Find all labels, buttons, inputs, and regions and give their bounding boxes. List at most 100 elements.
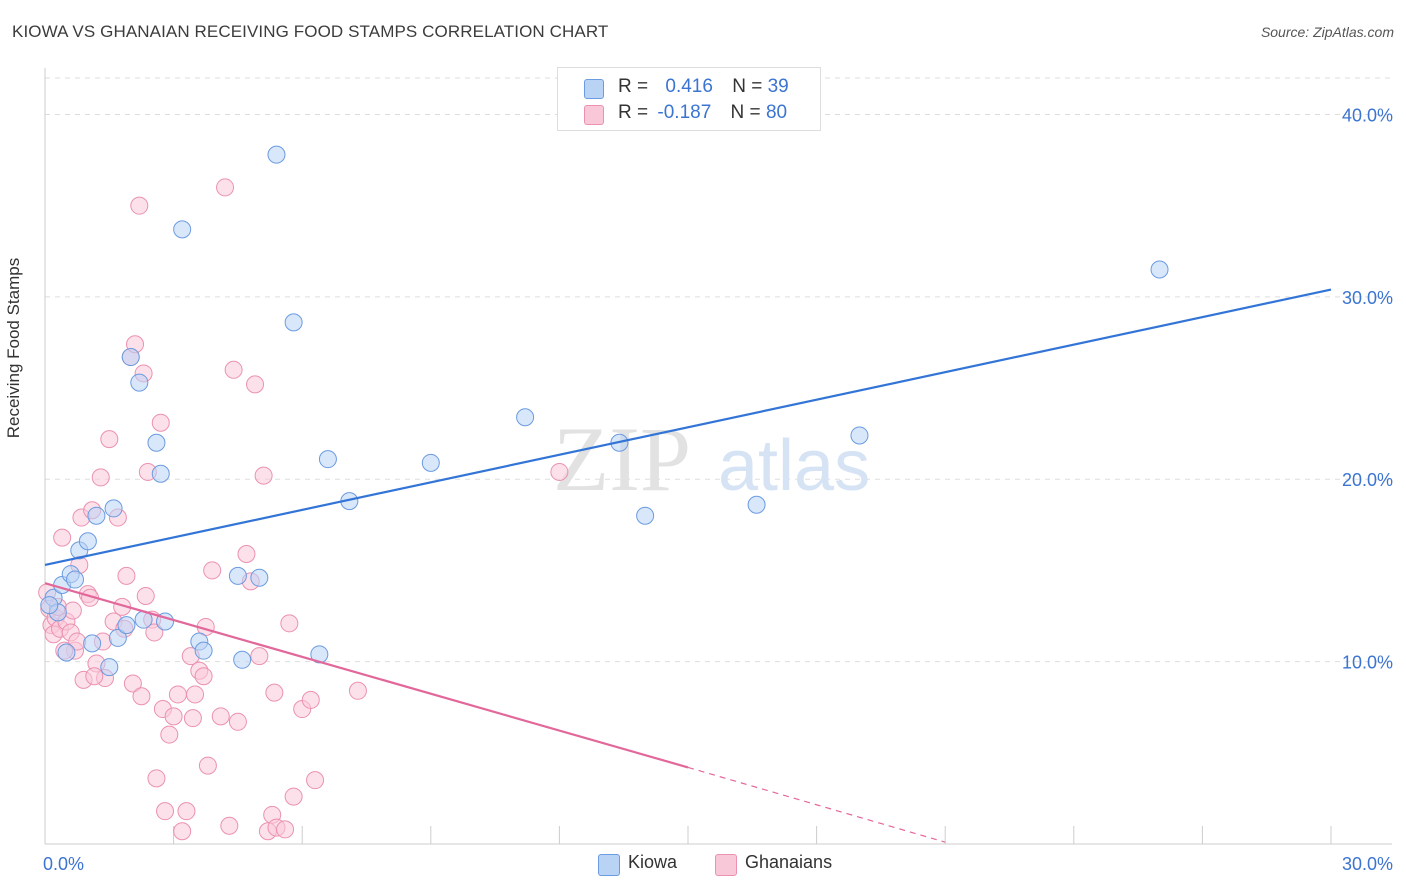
kiowa-point <box>233 650 252 669</box>
correlation-legend: R = 0.416 N = 39 R = -0.187 N = 80 <box>557 67 821 131</box>
kiowa-point <box>747 495 766 514</box>
kiowa-point <box>117 616 136 635</box>
kiowa-trendline <box>44 288 1332 567</box>
ghanaians-point <box>550 462 569 481</box>
watermark-atlas: atlas <box>718 426 870 506</box>
kiowa-point <box>147 433 166 452</box>
kiowa-point <box>421 453 440 472</box>
kiowa-legend-label: Kiowa <box>628 852 678 872</box>
kiowa-swatch <box>584 79 604 99</box>
kiowa-point <box>284 313 303 332</box>
chart-title: KIOWA VS GHANAIAN RECEIVING FOOD STAMPS … <box>12 22 609 41</box>
ghanaians-point <box>183 709 202 728</box>
ghanaians-swatch <box>584 105 604 125</box>
kiowa-point <box>83 634 102 653</box>
ghanaians-point <box>123 674 142 693</box>
y-tick-label: 20.0% <box>1342 470 1393 490</box>
ghanaians-r-label: R = <box>618 102 649 123</box>
ghanaians-point <box>151 413 170 432</box>
kiowa-point <box>318 450 337 469</box>
ghanaians-point <box>85 667 104 686</box>
kiowa-point <box>40 596 59 615</box>
ghanaians-legend-swatch <box>715 854 737 876</box>
source-label: Source: ZipAtlas.com <box>1260 24 1394 40</box>
ghanaians-legend-label: Ghanaians <box>745 852 833 872</box>
ghanaians-point <box>348 681 367 700</box>
ghanaians-point <box>211 707 230 726</box>
kiowa-point <box>130 373 149 392</box>
ghanaians-point <box>203 561 222 580</box>
ghanaians-trendline <box>44 582 689 769</box>
ghanaians-point <box>160 725 179 744</box>
ghanaians-point <box>145 623 164 642</box>
ghanaians-point <box>53 528 72 547</box>
ghanaians-point <box>224 360 243 379</box>
ghanaians-point <box>246 375 265 394</box>
kiowa-n-value: 39 <box>767 76 789 97</box>
ghanaians-point <box>186 685 205 704</box>
kiowa-point <box>194 641 213 660</box>
ghanaians-point <box>168 685 187 704</box>
ghanaians-point <box>306 771 325 790</box>
kiowa-point <box>66 570 85 589</box>
tick-labels: 10.0% 20.0% 30.0% 40.0% 0.0% 30.0% <box>43 105 1393 874</box>
kiowa-point <box>250 568 269 587</box>
kiowa-n-label: N = <box>732 76 763 97</box>
y-tick-label: 10.0% <box>1342 653 1393 673</box>
y-tick-label: 30.0% <box>1342 288 1393 308</box>
kiowa-point <box>100 658 119 677</box>
watermark: ZIP atlas <box>553 408 870 510</box>
kiowa-point <box>228 566 247 585</box>
trendlines <box>44 288 1332 843</box>
kiowa-points <box>40 145 1169 677</box>
ghanaians-point <box>63 601 82 620</box>
kiowa-legend-swatch <box>598 854 620 876</box>
ghanaians-point <box>228 712 247 731</box>
ghanaians-point <box>100 430 119 449</box>
ghanaians-point <box>147 769 166 788</box>
ghanaians-point <box>132 687 151 706</box>
kiowa-point <box>267 145 286 164</box>
ghanaians-point <box>194 667 213 686</box>
x-tick-label-min: 0.0% <box>43 854 84 874</box>
ghanaians-point <box>284 787 303 806</box>
kiowa-point <box>516 408 535 427</box>
kiowa-point <box>87 506 106 525</box>
ghanaians-point <box>156 802 175 821</box>
kiowa-point <box>78 532 97 551</box>
kiowa-r-value: 0.416 <box>665 76 713 97</box>
ghanaians-point <box>130 196 149 215</box>
ghanaians-n-value: 80 <box>765 102 788 123</box>
kiowa-point <box>104 499 123 518</box>
ghanaians-point <box>276 820 295 839</box>
kiowa-point <box>1150 260 1169 279</box>
ghanaians-point <box>280 614 299 633</box>
ghanaians-point <box>237 545 256 564</box>
ghanaians-point <box>265 683 284 702</box>
ghanaians-point <box>220 816 239 835</box>
ghanaians-point <box>177 802 196 821</box>
ghanaians-point <box>164 707 183 726</box>
ghanaians-point <box>136 586 155 605</box>
ghanaians-n-label: N = <box>730 102 761 123</box>
y-axis-label: Receiving Food Stamps <box>4 257 23 439</box>
kiowa-point <box>57 643 76 662</box>
ghanaians-point <box>254 466 273 485</box>
ghanaians-point <box>117 566 136 585</box>
kiowa-point <box>173 220 192 239</box>
ghanaians-point <box>173 822 192 841</box>
watermark-zip: ZIP <box>553 408 691 510</box>
ghanaians-point <box>250 647 269 666</box>
ghanaians-point <box>301 690 320 709</box>
kiowa-r-label: R = <box>618 76 649 97</box>
ghanaians-r-value: -0.187 <box>657 102 712 123</box>
kiowa-point <box>108 628 127 647</box>
kiowa-point <box>121 348 140 367</box>
x-tick-label-max: 30.0% <box>1342 854 1393 874</box>
y-tick-label: 40.0% <box>1342 105 1393 125</box>
axes <box>44 68 1392 845</box>
ghanaians-trendline-extension <box>687 766 946 843</box>
ghanaians-point <box>216 178 235 197</box>
ghanaians-point <box>198 756 217 775</box>
